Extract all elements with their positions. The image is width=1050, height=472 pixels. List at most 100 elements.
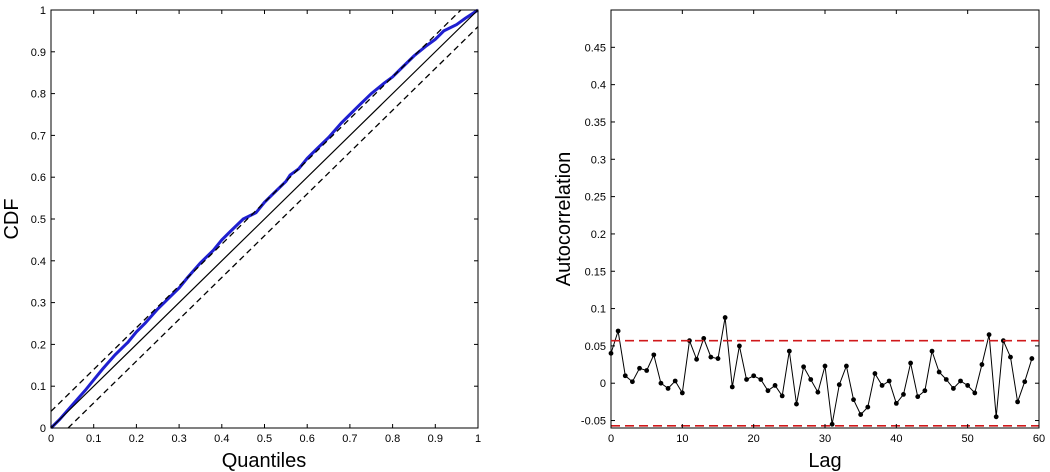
cdf-y-tick-label: 0.9 xyxy=(31,47,46,59)
cdf-y-tick-label: 0.5 xyxy=(31,214,46,226)
acf-data-point xyxy=(893,400,899,406)
autocorrelation-plot: 0 10 20 30 40 50 60 -0.0500.050.10.150.20.250.… xyxy=(553,9,1045,472)
acf-data-point xyxy=(679,390,685,396)
cdf-x-tick-label: 0 xyxy=(48,433,54,445)
cdf-series-black-dashed xyxy=(50,9,462,412)
cdf-y-tick-label: 0.1 xyxy=(31,381,46,393)
acf-y-tick-label: 0.05 xyxy=(585,341,606,353)
acf-data-point xyxy=(779,393,785,399)
cdf-x-tick-label: 0.9 xyxy=(428,433,443,445)
acf-data-point xyxy=(815,389,821,395)
acf-y-tick-label: 0.25 xyxy=(585,192,606,204)
acf-data-point xyxy=(822,363,828,369)
acf-data-point xyxy=(751,373,757,379)
acf-y-tick-label: -0.05 xyxy=(581,416,606,428)
acf-data-point xyxy=(758,377,764,382)
acf-data-point xyxy=(908,360,913,366)
cdf-y-tick-label: 0.2 xyxy=(31,339,46,351)
acf-x-tick-label: 30 xyxy=(819,433,831,445)
cdf-y-ticks: 0 0.1 0.2 0.3 0.4 0.5 0.6 0.7 0.8 0.9 1 xyxy=(31,5,478,435)
acf-data-point xyxy=(993,414,999,420)
acf-y-tick-label: 0.45 xyxy=(585,42,606,54)
cdf-y-tick-label: 0.6 xyxy=(31,172,46,184)
acf-plot-frame xyxy=(610,9,1040,429)
acf-data-point xyxy=(651,352,657,358)
acf-y-tick-label: 0.3 xyxy=(591,154,606,166)
acf-data-point xyxy=(1008,354,1013,360)
cdf-series-black-solid xyxy=(50,9,479,429)
cdf-x-tick-label: 0.3 xyxy=(171,433,186,445)
acf-data-point xyxy=(801,364,806,370)
cdf-y-tick-label: 0.7 xyxy=(31,130,46,142)
acf-data-point xyxy=(929,348,935,354)
acf-data-point xyxy=(943,377,949,382)
acf-data-point xyxy=(786,348,792,354)
acf-y-tick-label: 0.35 xyxy=(585,117,606,129)
acf-data-point xyxy=(958,378,963,384)
acf-y-ticks: -0.05 0 0.05 0.1 0.15 0.2 0.25 0.3 0.35 0.4 0.45 xyxy=(581,42,1039,428)
acf-data-point xyxy=(744,377,749,382)
acf-data-point xyxy=(844,363,849,369)
acf-data-point xyxy=(637,365,642,371)
acf-data-point xyxy=(765,388,771,394)
acf-data-point xyxy=(972,390,978,396)
acf-x-tick-label: 40 xyxy=(890,433,902,445)
cdf-y-tick-label: 0.8 xyxy=(31,89,46,101)
acf-data-point xyxy=(737,343,742,349)
acf-data-point xyxy=(872,371,878,376)
cdf-x-tick-label: 1 xyxy=(475,433,481,445)
cdf-plot: 0 0.1 0.2 0.3 0.4 0.5 0.6 0.7 0.8 0.9 1 0 0.1 0.2 0.3… xyxy=(1,5,481,472)
cdf-x-ticks: 0 0.1 0.2 0.3 0.4 0.5 0.6 0.7 0.8 0.9 1 xyxy=(48,10,481,445)
acf-data-point xyxy=(708,354,714,360)
acf-data-point xyxy=(644,368,650,373)
acf-data-point xyxy=(951,386,956,391)
cdf-x-tick-label: 0.6 xyxy=(300,433,315,445)
cdf-y-tick-label: 0.3 xyxy=(31,298,46,310)
acf-data-point xyxy=(1022,379,1028,385)
acf-data-point xyxy=(630,379,635,385)
acf-data-point xyxy=(694,356,699,362)
acf-data-point xyxy=(936,369,942,375)
acf-data-point xyxy=(658,380,664,386)
acf-data-point xyxy=(1029,356,1035,361)
cdf-x-tick-label: 0.4 xyxy=(214,433,229,445)
acf-data-point xyxy=(858,412,864,417)
acf-data-point xyxy=(836,382,842,388)
acf-data-point xyxy=(772,383,778,388)
acf-data-point xyxy=(622,373,628,379)
acf-data-point xyxy=(715,356,721,361)
acf-y-tick-label: 0.15 xyxy=(585,266,606,278)
acf-x-axis-label: Lag xyxy=(808,450,841,472)
acf-data-point xyxy=(986,332,992,338)
acf-y-tick-label: 0.2 xyxy=(591,229,606,241)
acf-data-point xyxy=(729,384,735,390)
acf-data-point xyxy=(615,328,621,334)
acf-data-point xyxy=(965,383,971,388)
acf-data-point xyxy=(979,362,985,367)
cdf-y-axis-label: CDF xyxy=(1,198,23,239)
acf-data-point xyxy=(886,378,892,384)
acf-data-point xyxy=(829,421,835,427)
acf-x-tick-label: 0 xyxy=(608,433,614,445)
cdf-y-tick-label: 0 xyxy=(40,423,46,435)
acf-x-ticks: 0 10 20 30 40 50 60 xyxy=(608,10,1045,445)
acf-x-tick-label: 60 xyxy=(1033,433,1045,445)
acf-y-axis-label: Autocorrelation xyxy=(553,152,575,287)
cdf-series-layer xyxy=(49,8,479,430)
acf-data-point xyxy=(915,394,921,400)
cdf-x-axis-label: Quantiles xyxy=(222,450,307,472)
acf-y-tick-label: 0 xyxy=(600,378,606,390)
acf-data-point xyxy=(608,350,614,356)
acf-data-point xyxy=(901,392,906,397)
acf-y-tick-label: 0.4 xyxy=(591,80,606,92)
cdf-x-tick-label: 0.7 xyxy=(342,433,357,445)
cdf-x-tick-label: 0.1 xyxy=(86,433,101,445)
cdf-x-tick-label: 0.2 xyxy=(129,433,144,445)
acf-data-point xyxy=(879,383,885,388)
cdf-x-tick-label: 0.8 xyxy=(385,433,400,445)
acf-x-tick-label: 50 xyxy=(962,433,974,445)
cdf-x-tick-label: 0.5 xyxy=(257,433,272,445)
acf-data-point xyxy=(922,388,928,394)
acf-x-tick-label: 10 xyxy=(676,433,688,445)
